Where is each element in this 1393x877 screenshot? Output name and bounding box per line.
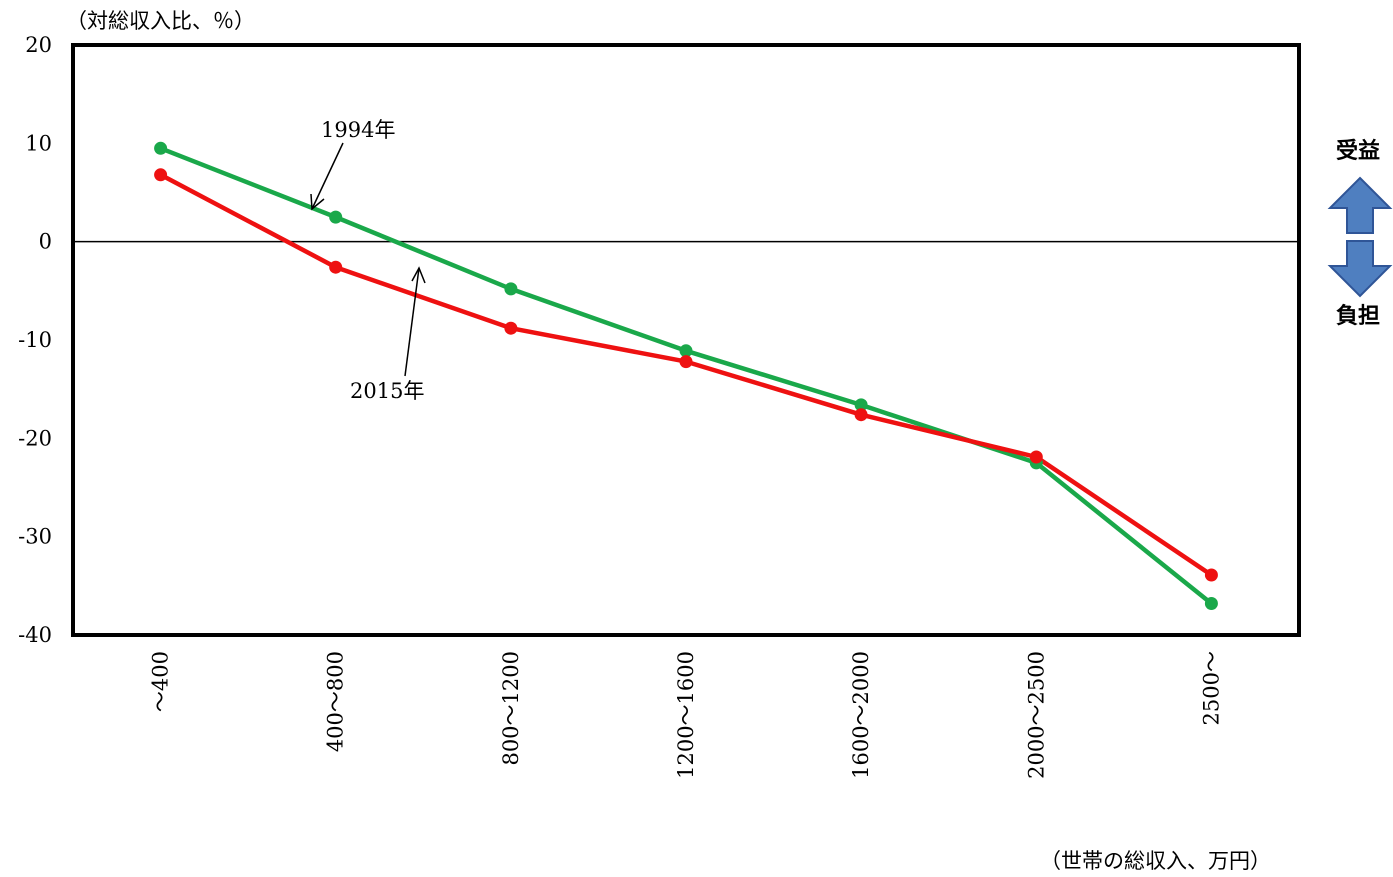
y-tick-labels: 20 10 0 -10 -20 -30 -40: [18, 33, 52, 647]
x-tick-label: 800～1200: [499, 651, 523, 766]
benefit-label: 受益: [1336, 138, 1380, 164]
data-point: [154, 168, 168, 182]
y-tick-label: -40: [18, 623, 52, 647]
x-tick-labels: ～400 400～800 800～1200 1200～1600 1600～2000 200…: [149, 651, 1224, 779]
up-arrow-icon: [1327, 176, 1393, 234]
y-axis-label: （対総収入比、％）: [66, 9, 255, 33]
annotation-2015-label: 2015年: [350, 379, 424, 403]
down-arrow-icon: [1327, 240, 1393, 298]
annotation-1994-arrow: [311, 142, 344, 210]
annotation-1994-arrowhead: [310, 193, 325, 211]
x-tick-label: 1600～2000: [849, 651, 873, 779]
burden-label: 負担: [1336, 303, 1380, 329]
x-tick-label: 2000～2500: [1024, 651, 1048, 779]
series-line-1: [159, 172, 1213, 577]
annotation-2015-arrow: [404, 267, 420, 377]
data-point: [504, 321, 518, 335]
x-tick-label: 400～800: [324, 651, 348, 752]
series-line-0: [159, 146, 1213, 606]
annotation-1994: 1994年: [310, 118, 395, 211]
y-tick-label: 0: [39, 230, 52, 254]
data-point: [679, 355, 693, 369]
data-point: [504, 282, 518, 296]
data-point: [854, 398, 868, 412]
data-point: [154, 141, 168, 155]
data-point: [329, 260, 343, 274]
y-tick-label: -10: [18, 328, 52, 352]
data-point: [854, 408, 868, 422]
x-tick-label: ～400: [149, 651, 173, 712]
plot-frame: [71, 43, 1301, 637]
data-point: [679, 344, 693, 358]
x-tick-label: 1200～1600: [674, 651, 698, 779]
x-axis-label: （世帯の総収入、万円）: [1040, 849, 1271, 873]
y-tick-label: 20: [25, 33, 52, 57]
annotation-1994-label: 1994年: [321, 118, 395, 142]
x-tick-label: 2500～: [1199, 651, 1223, 725]
benefit-burden-indicator: 受益 負担: [1327, 138, 1393, 329]
annotation-2015-arrowhead: [411, 266, 426, 284]
series-lines: [159, 146, 1213, 606]
data-point: [1204, 568, 1218, 582]
data-point: [329, 210, 343, 224]
annotation-2015: 2015年: [350, 266, 426, 403]
data-point: [1204, 597, 1218, 610]
y-tick-label: -20: [18, 426, 52, 450]
y-tick-label: 10: [25, 131, 52, 155]
data-point: [1029, 450, 1043, 464]
y-tick-label: -30: [18, 525, 52, 549]
series-points: [154, 141, 1218, 610]
